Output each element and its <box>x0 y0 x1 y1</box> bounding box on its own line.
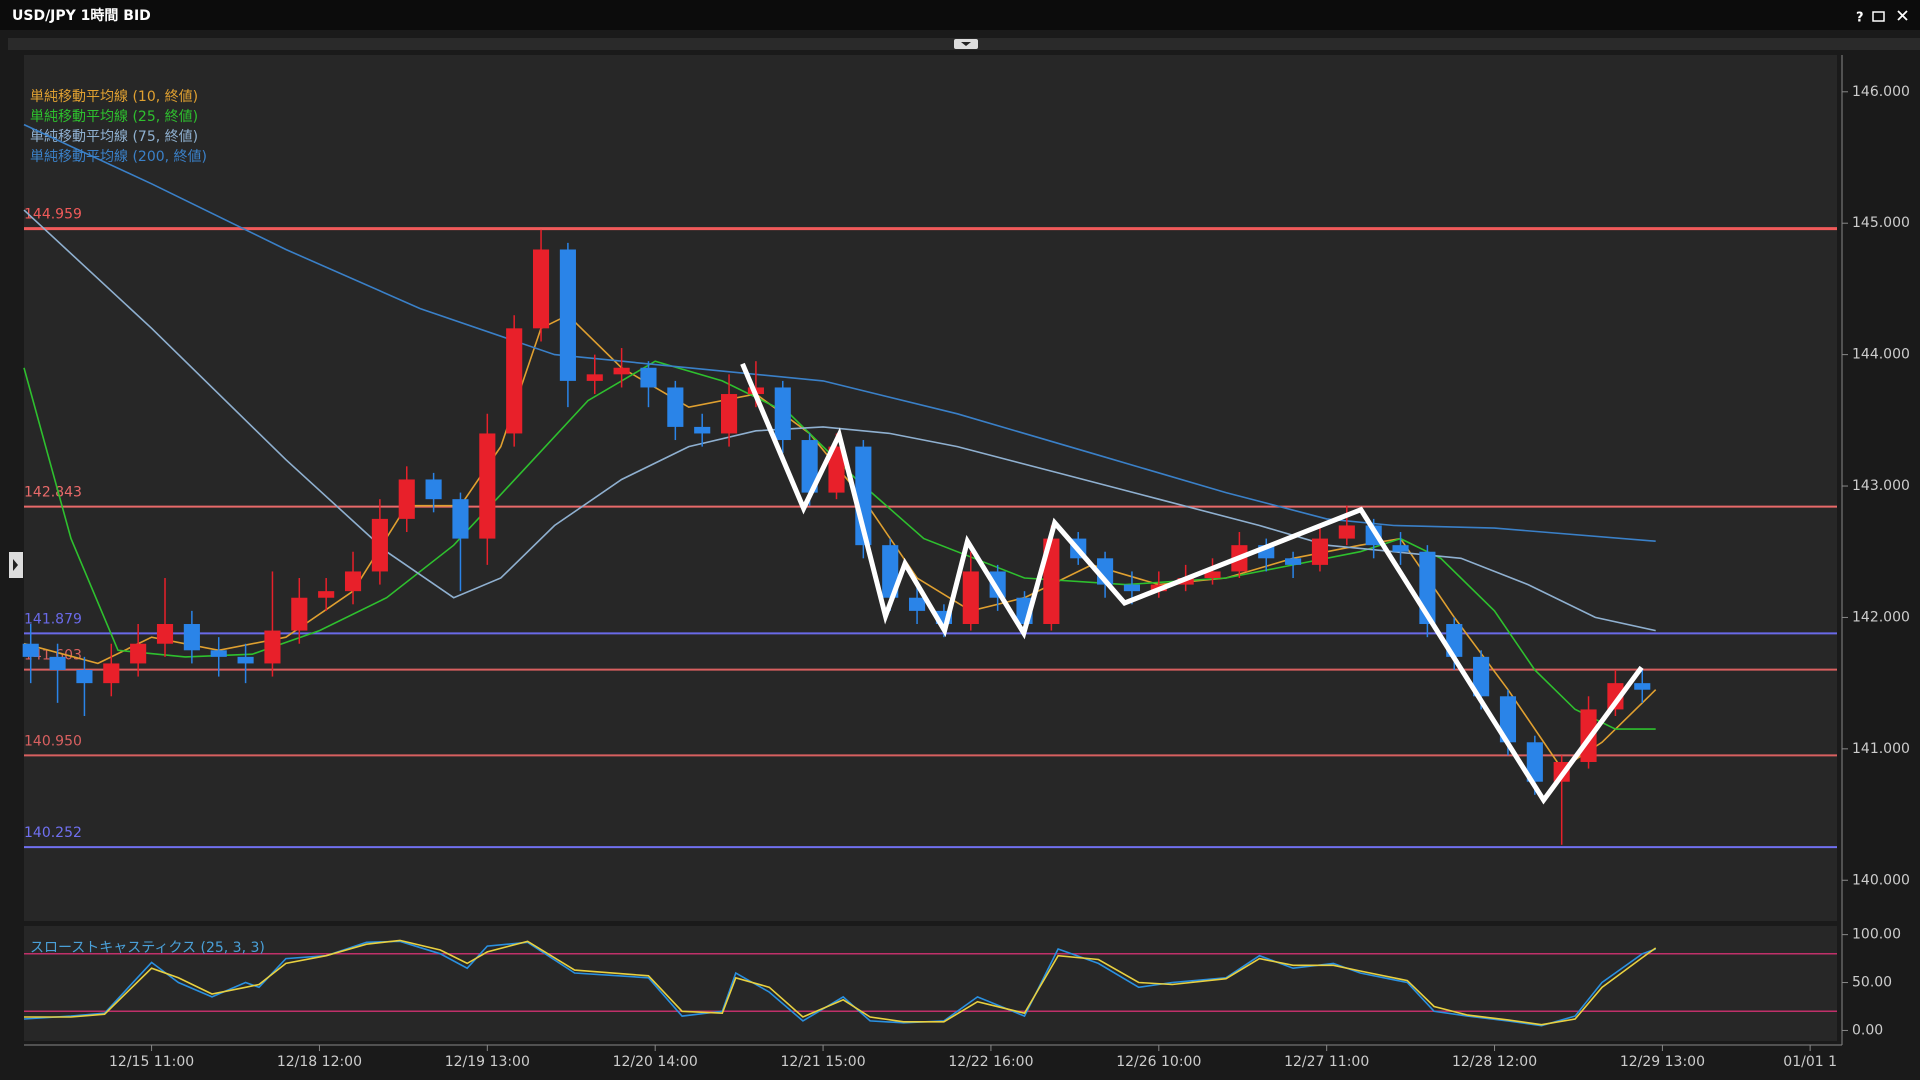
y-tick-label: 143.000 <box>1852 478 1910 494</box>
candle-body <box>1392 545 1409 552</box>
x-tick-label: 12/21 15:00 <box>780 1054 865 1070</box>
legend-entry: 単純移動平均線 (10, 終値) <box>30 89 198 105</box>
candle-body <box>1607 683 1624 710</box>
legend-entry: 単純移動平均線 (25, 終値) <box>30 109 198 125</box>
candle-body <box>1043 538 1060 625</box>
candle-body <box>237 656 254 664</box>
candle-body <box>1526 742 1543 782</box>
side-tab-arrow <box>13 559 18 571</box>
x-tick-label: 12/27 11:00 <box>1284 1054 1369 1070</box>
stoch-tick-label: 50.00 <box>1852 975 1892 991</box>
x-tick-label: 01/01 1 <box>1783 1054 1837 1070</box>
candle-body <box>344 571 362 592</box>
price-pane <box>24 55 1837 921</box>
candle-body <box>103 663 120 684</box>
candle-body <box>76 670 93 684</box>
maximize-button[interactable] <box>1872 11 1885 22</box>
x-tick-label: 12/29 13:00 <box>1620 1054 1705 1070</box>
x-tick-label: 12/15 11:00 <box>109 1054 194 1070</box>
y-tick-label: 145.000 <box>1852 215 1910 231</box>
zigzag-line <box>740 362 1644 805</box>
x-tick-label: 12/20 14:00 <box>613 1054 698 1070</box>
candle-body <box>559 249 576 381</box>
candle-body <box>130 643 147 664</box>
candle-body <box>1634 683 1651 690</box>
candle-body <box>1285 558 1302 565</box>
candle-body <box>1311 538 1329 565</box>
candle-body <box>506 328 523 434</box>
y-tick-label: 140.000 <box>1852 872 1910 888</box>
candle-body <box>452 499 469 539</box>
candle-body <box>1123 584 1141 592</box>
x-tick-label: 12/19 13:00 <box>445 1054 530 1070</box>
stoch-label: スローストキャスティクス (25, 3, 3) <box>30 940 265 956</box>
level-label: 140.950 <box>24 733 82 749</box>
x-tick-label: 12/22 16:00 <box>948 1054 1033 1070</box>
candle-body <box>801 440 818 493</box>
x-tick-label: 12/28 12:00 <box>1452 1054 1537 1070</box>
x-tick-label: 12/26 10:00 <box>1116 1054 1201 1070</box>
candle-body <box>909 597 926 611</box>
y-tick-label: 146.000 <box>1852 84 1910 100</box>
candle-body <box>532 249 550 329</box>
candle-body <box>586 374 603 381</box>
candle-body <box>22 643 39 657</box>
stoch-tick-label: 0.00 <box>1852 1022 1883 1038</box>
candle-body <box>667 387 684 427</box>
candle-body <box>962 571 979 625</box>
level-label: 140.252 <box>24 825 82 841</box>
moving-average <box>23 123 1656 542</box>
candle-body <box>49 656 66 671</box>
y-tick-label: 142.000 <box>1852 609 1910 625</box>
candle-body <box>882 545 899 598</box>
close-button[interactable] <box>1897 10 1908 21</box>
candle-body <box>774 387 791 441</box>
candle-body <box>371 518 388 572</box>
candle-body <box>210 650 227 657</box>
level-label: 142.843 <box>24 485 82 501</box>
help-button[interactable]: ? <box>1856 11 1864 26</box>
legend-entry: 単純移動平均線 (75, 終値) <box>30 129 198 145</box>
stochastic-pane <box>24 926 1837 1041</box>
candle-body <box>613 367 630 375</box>
window-title: USD/JPY 1時間 BID <box>12 7 151 24</box>
y-tick-label: 144.000 <box>1852 347 1910 363</box>
candle-body <box>291 597 308 631</box>
legend-entry: 単純移動平均線 (200, 終値) <box>30 149 207 165</box>
candle-body <box>989 571 1006 598</box>
candle-body <box>1204 571 1221 579</box>
candle-body <box>479 433 496 539</box>
candle-body <box>694 426 711 434</box>
candle-body <box>264 630 281 664</box>
collapse-arrow <box>961 42 971 46</box>
stoch-tick-label: 100.00 <box>1852 927 1901 943</box>
candle-body <box>318 591 335 598</box>
plot-layer: 140.000 141.000 142.000 143.000 144.000 145.0… <box>22 84 1910 1070</box>
title-bar <box>0 0 1920 30</box>
level-label: 141.879 <box>24 611 82 627</box>
level-label: 144.959 <box>24 207 82 223</box>
candle-body <box>1499 696 1517 743</box>
candle-body <box>1473 656 1490 697</box>
y-tick-label: 141.000 <box>1852 741 1910 757</box>
candle-body <box>720 394 738 434</box>
x-tick-label: 12/18 12:00 <box>277 1054 362 1070</box>
candle-body <box>828 446 845 493</box>
candle-body <box>183 624 200 651</box>
candle-body <box>1338 525 1355 539</box>
candle-body <box>425 479 442 500</box>
candle-body <box>640 367 657 388</box>
stoch-line <box>24 939 1657 1026</box>
candle-body <box>156 624 174 644</box>
candle-body <box>398 479 415 519</box>
stoch-line <box>23 940 1656 1027</box>
